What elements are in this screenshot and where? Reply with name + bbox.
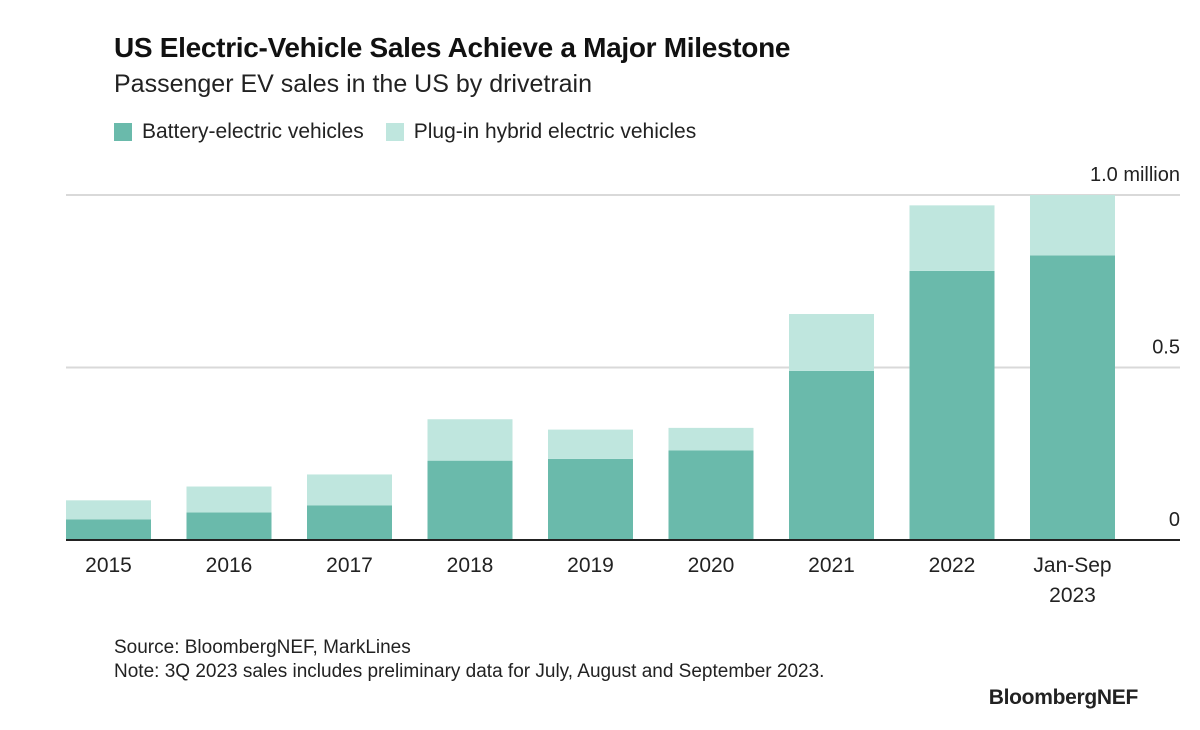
chart-title: US Electric-Vehicle Sales Achieve a Majo…: [114, 32, 791, 63]
x-tick-label: 2015: [85, 554, 132, 577]
legend-swatch-phev: [385, 123, 404, 141]
bar-phev: [1030, 195, 1115, 256]
bar-phev: [186, 486, 272, 513]
chart-footer: Source: BloombergNEF, MarkLines Note: 3Q…: [114, 636, 914, 684]
y-tick-label: 0.5: [1152, 337, 1180, 359]
bar-phev: [427, 419, 513, 461]
brand-logo: BloombergNEF: [988, 686, 1139, 709]
legend-label-bev: Battery-electric vehicles: [142, 120, 364, 143]
bar-phev: [548, 429, 633, 459]
x-tick-label: Jan-Sep 2023: [1033, 554, 1111, 607]
x-tick-label: 2022: [929, 554, 976, 577]
x-tick-label: 2017: [326, 554, 373, 577]
x-tick-label: 2019: [567, 554, 614, 577]
bar-phev: [909, 205, 995, 271]
bar-bev: [186, 512, 272, 540]
x-tick-label: 2016: [206, 554, 253, 577]
legend-swatch-bev: [114, 123, 132, 141]
chart-subtitle: Passenger EV sales in the US by drivetra…: [114, 70, 593, 98]
legend-item-phev: Plug-in hybrid electric vehicles: [385, 120, 697, 144]
bar-bev: [548, 458, 633, 540]
stacked-bar-chart: 0 0.5 1.0 million 2015 2016 2017 2018 2019 2020 2…: [66, 164, 1180, 607]
x-tick-label: 2020: [688, 554, 735, 577]
bar-bev: [789, 370, 874, 540]
footnote: Note: 3Q 2023 sales includes preliminary…: [114, 661, 825, 682]
y-tick-label: 0: [1169, 509, 1180, 531]
bar-bev: [909, 270, 995, 540]
bar-phev: [789, 314, 874, 371]
x-tick-label: 2021: [808, 554, 855, 577]
y-tick-label: 1.0 million: [1090, 164, 1180, 186]
bar-bev: [427, 460, 513, 540]
bar-bev: [66, 519, 151, 540]
bar-bev: [307, 505, 392, 540]
legend-label-phev: Plug-in hybrid electric vehicles: [413, 120, 697, 143]
bar-phev: [66, 500, 151, 520]
x-tick-label: 2018: [447, 554, 494, 577]
source-note: Source: BloombergNEF, MarkLines: [114, 637, 411, 658]
bar-phev: [307, 474, 392, 506]
bar-bev: [668, 450, 754, 540]
bar-bev: [1030, 255, 1115, 540]
legend-item-bev: Battery-electric vehicles: [114, 120, 364, 144]
chart-legend: Battery-electric vehicles Plug-in hybrid…: [114, 120, 718, 144]
bar-phev: [668, 427, 754, 451]
